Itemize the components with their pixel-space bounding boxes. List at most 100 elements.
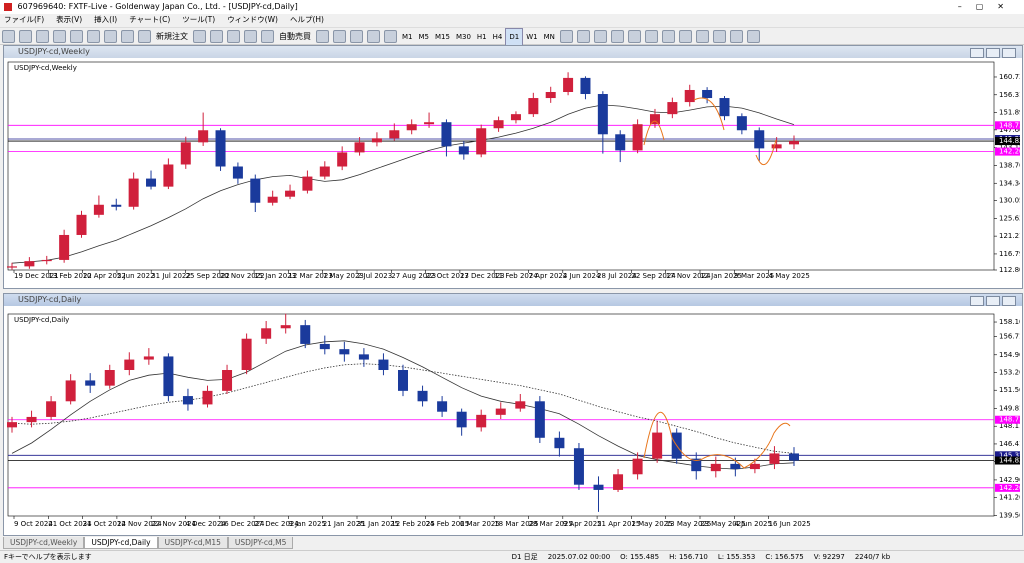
timeframe-button[interactable]: MN xyxy=(543,33,555,41)
status-field: C: 156.575 xyxy=(765,553,804,561)
candle-body xyxy=(437,401,448,412)
minimize[interactable] xyxy=(970,48,984,58)
toolbar-icon[interactable] xyxy=(19,30,32,43)
toolbar-icon[interactable] xyxy=(746,30,760,43)
timeframe-button[interactable]: M15 xyxy=(435,33,450,41)
candle-body xyxy=(730,463,741,470)
toolbar-button[interactable]: 新規注文 xyxy=(156,32,188,41)
weekly-window-title[interactable]: USDJPY-cd,Weekly xyxy=(4,46,1022,58)
toolbar-icon[interactable] xyxy=(121,30,134,43)
x-tick-label: 12 Nov 2024 xyxy=(117,520,162,528)
toolbar-icon[interactable] xyxy=(678,30,692,43)
toolbar-icon[interactable] xyxy=(576,30,590,43)
candle-body xyxy=(180,142,191,165)
candle-body xyxy=(702,89,713,99)
toolbar-icon[interactable] xyxy=(333,30,346,43)
window-controls[interactable]: –▢✕ xyxy=(957,2,1018,11)
chart-tab[interactable]: USDJPY-cd,M5 xyxy=(227,537,294,549)
chart-tab[interactable]: USDJPY-cd,M15 xyxy=(157,537,228,549)
menu-item[interactable]: ヘルプ(H) xyxy=(289,15,324,24)
price-label-bg xyxy=(995,121,1020,130)
candle-body xyxy=(476,414,487,428)
x-tick-label: 31 Oct 2024 xyxy=(83,520,127,528)
price-label: 142.201 xyxy=(999,148,1020,156)
y-tick-label: 153.260 xyxy=(999,369,1020,377)
price-label-bg xyxy=(995,456,1020,465)
candle-body xyxy=(406,124,417,131)
toolbar-icon[interactable] xyxy=(627,30,641,43)
toolbar-icon[interactable] xyxy=(593,30,607,43)
toolbar-icon[interactable] xyxy=(367,30,380,43)
timeframe-button[interactable]: M1 xyxy=(402,33,413,41)
maximize[interactable] xyxy=(986,296,1000,306)
toolbar-icon[interactable] xyxy=(729,30,743,43)
chart-tab[interactable]: USDJPY-cd,Weekly xyxy=(3,537,85,549)
candle-body xyxy=(684,89,695,103)
toolbar-button[interactable]: 自動売買 xyxy=(279,32,311,41)
close[interactable] xyxy=(1002,296,1016,306)
x-tick-label: 27 Aug 2023 xyxy=(391,272,436,280)
toolbar-icon[interactable] xyxy=(2,30,15,43)
toolbar-icon[interactable] xyxy=(227,30,240,43)
x-tick-label: 22 Oct 2023 xyxy=(426,272,469,280)
toolbar-icon[interactable] xyxy=(644,30,658,43)
maximize[interactable] xyxy=(986,48,1000,58)
toolbar-icon[interactable] xyxy=(104,30,117,43)
toolbar-icon[interactable] xyxy=(712,30,726,43)
toolbar-icon[interactable] xyxy=(244,30,257,43)
toolbar-icon[interactable] xyxy=(70,30,83,43)
toolbar-icon[interactable] xyxy=(87,30,100,43)
daily-window-title[interactable]: USDJPY-cd,Daily xyxy=(4,294,1022,306)
candle-body xyxy=(267,196,278,203)
menu-item[interactable]: ウィンドウ(W) xyxy=(227,15,278,24)
menu-item[interactable]: ファイル(F) xyxy=(4,15,45,24)
toolbar-icon[interactable] xyxy=(36,30,49,43)
candle-body xyxy=(563,77,574,93)
timeframe-button[interactable]: M30 xyxy=(455,33,471,41)
toolbar-icon[interactable] xyxy=(138,30,151,43)
timeframe-button[interactable]: M5 xyxy=(418,33,430,41)
toolbar-icon[interactable] xyxy=(384,30,397,43)
candle-body xyxy=(515,401,526,409)
toolbar-icon[interactable] xyxy=(261,30,274,43)
x-tick-label: 13 Feb 2022 xyxy=(48,272,92,280)
toolbar-icon[interactable] xyxy=(316,30,329,43)
toolbar-icon[interactable] xyxy=(695,30,709,43)
toolbar-icon[interactable] xyxy=(210,30,223,43)
minimize[interactable] xyxy=(970,296,984,306)
toolbar-icon[interactable] xyxy=(53,30,66,43)
y-tick-label: 125.630 xyxy=(999,214,1020,222)
candle-body xyxy=(202,390,213,405)
x-tick-label: 4 Jun 2025 xyxy=(734,520,772,528)
toolbar-icon[interactable] xyxy=(610,30,624,43)
menu-item[interactable]: 挿入(I) xyxy=(94,15,118,24)
candle-body xyxy=(597,94,608,135)
candle-body xyxy=(458,146,469,155)
close[interactable] xyxy=(1002,48,1016,58)
menu-bar: ファイル(F) 表示(V) 挿入(I) チャート(C) ツール(T) ウィンドウ(W) ヘル… xyxy=(0,14,1024,26)
timeframe-button[interactable]: D1 xyxy=(505,28,524,46)
menu-item[interactable]: チャート(C) xyxy=(129,15,171,24)
moving-average xyxy=(11,104,795,264)
timeframe-button[interactable]: W1 xyxy=(526,33,538,41)
x-tick-label: 12 Jan 2025 xyxy=(700,272,742,280)
x-tick-label: 2 Jul 2023 xyxy=(357,272,392,280)
price-label: 145.321 xyxy=(999,451,1020,459)
candle-body xyxy=(93,204,104,215)
price-label-bg xyxy=(995,147,1020,156)
status-field: D1 日足 xyxy=(511,553,538,561)
candle-body xyxy=(104,370,115,386)
timeframe-button[interactable]: H1 xyxy=(476,33,487,41)
annotation xyxy=(643,97,777,166)
toolbar-icon[interactable] xyxy=(559,30,573,43)
toolbar-icon[interactable] xyxy=(661,30,675,43)
chart-tab[interactable]: USDJPY-cd,Daily xyxy=(84,537,158,549)
menu-item[interactable]: ツール(T) xyxy=(182,15,216,24)
toolbar-icon[interactable] xyxy=(350,30,363,43)
candle-body xyxy=(545,92,556,99)
x-tick-label: 17 Dec 2023 xyxy=(460,272,505,280)
toolbar-icon[interactable] xyxy=(193,30,206,43)
timeframe-button[interactable]: H4 xyxy=(492,33,503,41)
x-tick-label: 23 May 2025 xyxy=(700,520,746,528)
menu-item[interactable]: 表示(V) xyxy=(56,15,83,24)
